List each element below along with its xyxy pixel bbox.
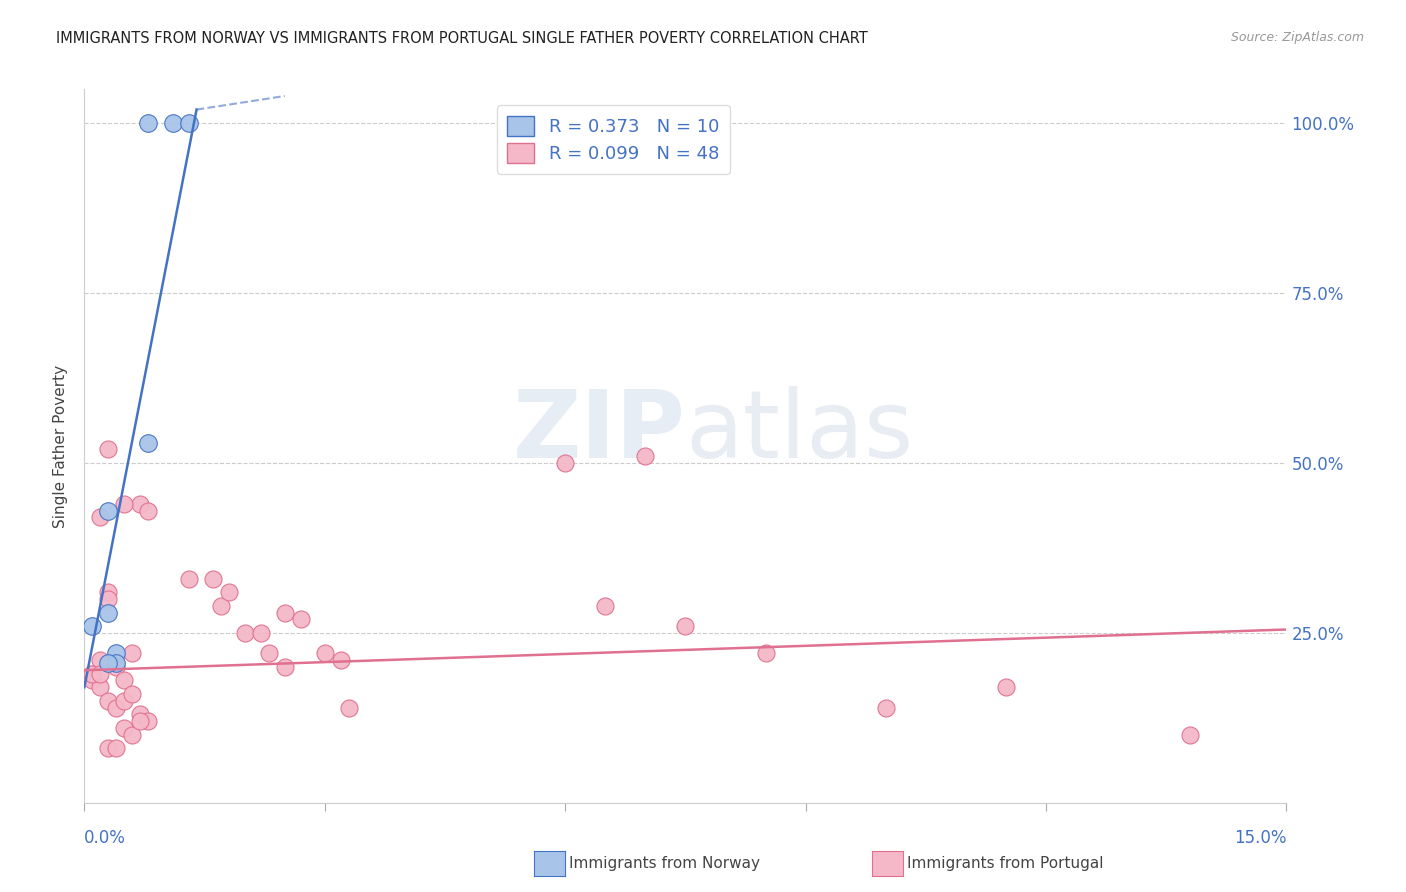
Point bbox=[105, 646, 128, 660]
Point bbox=[121, 646, 143, 660]
Point bbox=[257, 646, 280, 660]
Point bbox=[121, 687, 143, 701]
Point bbox=[875, 700, 897, 714]
Point bbox=[97, 503, 120, 517]
Point bbox=[233, 626, 256, 640]
Point bbox=[129, 714, 152, 729]
Point bbox=[89, 653, 111, 667]
Point bbox=[1180, 728, 1202, 742]
Point bbox=[82, 666, 104, 681]
Point bbox=[201, 572, 224, 586]
Point bbox=[274, 660, 297, 674]
Legend: R = 0.373   N = 10, R = 0.099   N = 48: R = 0.373 N = 10, R = 0.099 N = 48 bbox=[496, 105, 730, 174]
Text: Immigrants from Norway: Immigrants from Norway bbox=[569, 856, 761, 871]
Point bbox=[114, 694, 135, 708]
Point bbox=[209, 599, 232, 613]
Point bbox=[97, 585, 120, 599]
Point bbox=[121, 728, 143, 742]
Point bbox=[105, 657, 128, 671]
Point bbox=[995, 680, 1018, 694]
Point bbox=[218, 585, 240, 599]
Point bbox=[89, 680, 111, 694]
Point bbox=[290, 612, 312, 626]
Point bbox=[337, 700, 360, 714]
Point bbox=[329, 653, 352, 667]
Point bbox=[274, 606, 297, 620]
Y-axis label: Single Father Poverty: Single Father Poverty bbox=[53, 365, 69, 527]
Point bbox=[105, 700, 128, 714]
Text: Immigrants from Portugal: Immigrants from Portugal bbox=[907, 856, 1104, 871]
Point bbox=[82, 619, 104, 633]
Point bbox=[82, 673, 104, 688]
Point bbox=[89, 666, 111, 681]
Text: 15.0%: 15.0% bbox=[1234, 829, 1286, 847]
Text: atlas: atlas bbox=[686, 385, 914, 478]
Text: IMMIGRANTS FROM NORWAY VS IMMIGRANTS FROM PORTUGAL SINGLE FATHER POVERTY CORRELA: IMMIGRANTS FROM NORWAY VS IMMIGRANTS FRO… bbox=[56, 31, 868, 46]
Point bbox=[97, 657, 120, 671]
Point bbox=[595, 599, 617, 613]
Point bbox=[138, 435, 160, 450]
Point bbox=[177, 572, 200, 586]
Point bbox=[129, 497, 152, 511]
Point bbox=[97, 694, 120, 708]
Point bbox=[114, 673, 135, 688]
Point bbox=[129, 707, 152, 722]
Point bbox=[105, 660, 128, 674]
Point bbox=[89, 510, 111, 524]
Text: 0.0%: 0.0% bbox=[84, 829, 127, 847]
Text: Source: ZipAtlas.com: Source: ZipAtlas.com bbox=[1230, 31, 1364, 45]
Point bbox=[675, 619, 697, 633]
Point bbox=[97, 606, 120, 620]
Point bbox=[82, 666, 104, 681]
Point bbox=[114, 721, 135, 735]
Point bbox=[755, 646, 778, 660]
Text: ZIP: ZIP bbox=[513, 385, 686, 478]
Point bbox=[97, 442, 120, 457]
Point bbox=[138, 116, 160, 130]
Point bbox=[97, 591, 120, 606]
Point bbox=[177, 116, 200, 130]
Point bbox=[554, 456, 576, 470]
Point bbox=[162, 116, 184, 130]
Point bbox=[114, 497, 135, 511]
Point bbox=[105, 741, 128, 756]
Point bbox=[138, 503, 160, 517]
Point bbox=[249, 626, 271, 640]
Point bbox=[97, 741, 120, 756]
Point bbox=[634, 449, 657, 463]
Point bbox=[138, 714, 160, 729]
Point bbox=[314, 646, 336, 660]
